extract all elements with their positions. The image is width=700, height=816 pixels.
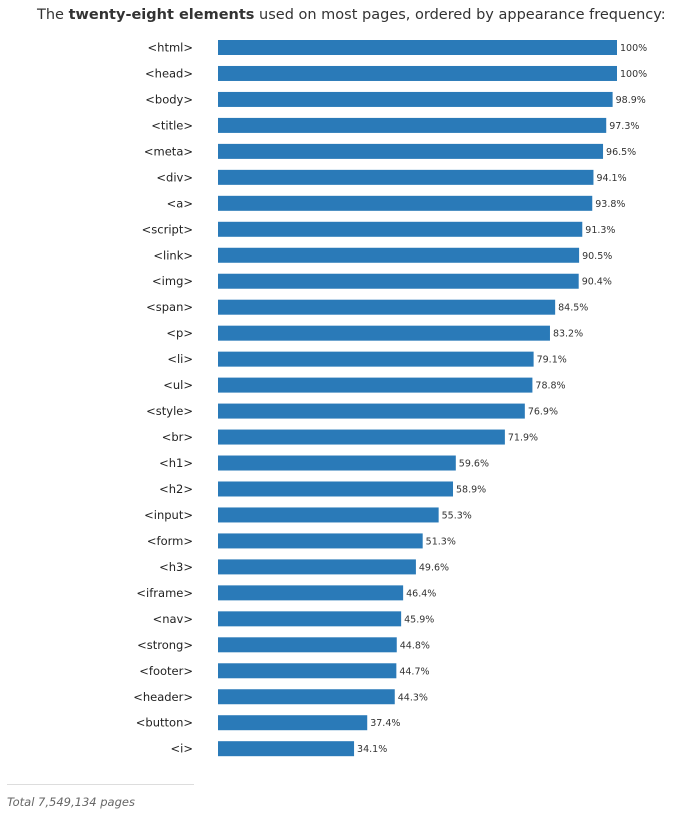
value-label-link: 90.5% xyxy=(582,251,612,262)
value-label-button: 37.4% xyxy=(370,718,400,729)
category-label-strong: <strong> xyxy=(137,638,193,652)
bar-meta xyxy=(218,143,604,159)
category-label-title: <title> xyxy=(151,118,193,132)
value-label-head: 100% xyxy=(620,69,647,80)
category-label-form: <form> xyxy=(147,534,193,548)
bar-footer xyxy=(218,663,397,679)
title-bold: twenty-eight elements xyxy=(68,7,255,23)
value-label-p: 83.2% xyxy=(553,329,583,340)
bar-head xyxy=(218,65,617,81)
bar-html xyxy=(218,40,617,55)
category-label-style: <style> xyxy=(146,404,193,418)
category-label-h3: <h3> xyxy=(159,560,193,574)
bar-chart: <html> 100% <head> 100% <body> 98.9% <title> 97… xyxy=(133,40,647,757)
category-label-nav: <nav> xyxy=(153,612,193,626)
category-label-head: <head> xyxy=(145,66,193,80)
value-label-span: 84.5% xyxy=(558,303,588,314)
value-label-nav: 45.9% xyxy=(404,614,434,625)
bar-body xyxy=(218,91,613,107)
value-label-body: 98.9% xyxy=(616,95,646,106)
category-label-body: <body> xyxy=(145,92,193,106)
category-label-h2: <h2> xyxy=(159,482,193,496)
category-label-ul: <ul> xyxy=(163,378,193,392)
category-label-button: <button> xyxy=(136,716,193,730)
value-label-style: 76.9% xyxy=(528,407,558,418)
value-label-div: 94.1% xyxy=(596,173,626,184)
category-label-p: <p> xyxy=(166,326,193,340)
bar-span xyxy=(218,299,556,315)
bar-button xyxy=(218,715,368,731)
category-label-i: <i> xyxy=(171,742,193,756)
value-label-h1: 59.6% xyxy=(459,459,489,470)
bar-link xyxy=(218,247,580,263)
category-label-img: <img> xyxy=(152,274,193,288)
bar-br xyxy=(218,429,505,445)
category-label-h1: <h1> xyxy=(159,456,193,470)
category-label-li: <li> xyxy=(167,352,193,366)
bar-div xyxy=(218,169,594,185)
category-label-span: <span> xyxy=(146,300,193,314)
bar-h3 xyxy=(218,559,416,575)
bar-ul xyxy=(218,377,533,393)
value-label-li: 79.1% xyxy=(537,355,567,366)
bar-form xyxy=(218,533,423,549)
category-label-meta: <meta> xyxy=(144,144,193,158)
value-label-h2: 58.9% xyxy=(456,484,486,495)
value-label-img: 90.4% xyxy=(582,277,612,288)
value-label-title: 97.3% xyxy=(609,121,639,132)
value-label-header: 44.3% xyxy=(398,692,428,703)
category-label-input: <input> xyxy=(144,508,193,522)
value-label-form: 51.3% xyxy=(426,536,456,547)
bar-style xyxy=(218,403,525,419)
total-pages-note: Total 7,549,134 pages xyxy=(7,795,135,809)
category-label-br: <br> xyxy=(162,430,193,444)
bar-li xyxy=(218,351,534,367)
bar-a xyxy=(218,195,593,211)
bar-h2 xyxy=(218,481,454,497)
bar-script xyxy=(218,221,583,237)
bar-title xyxy=(218,117,607,133)
bar-p xyxy=(218,325,550,341)
bar-i xyxy=(218,741,355,757)
chart-title: The twenty-eight elements used on most p… xyxy=(37,5,666,25)
footer-divider xyxy=(7,784,194,785)
category-label-div: <div> xyxy=(156,170,193,184)
value-label-a: 93.8% xyxy=(595,199,625,210)
value-label-i: 34.1% xyxy=(357,744,387,755)
value-label-script: 91.3% xyxy=(585,225,615,236)
bar-input xyxy=(218,507,439,523)
bar-header xyxy=(218,689,395,705)
bar-h1 xyxy=(218,455,456,471)
value-label-h3: 49.6% xyxy=(419,562,449,573)
value-label-input: 55.3% xyxy=(442,510,472,521)
bar-nav xyxy=(218,611,402,627)
category-label-script: <script> xyxy=(142,222,193,236)
category-label-a: <a> xyxy=(167,196,193,210)
value-label-html: 100% xyxy=(620,43,647,54)
title-prefix: The xyxy=(37,7,69,23)
bar-img xyxy=(218,273,579,289)
bar-iframe xyxy=(218,585,404,601)
value-label-br: 71.9% xyxy=(508,433,538,444)
value-label-footer: 44.7% xyxy=(399,666,429,677)
value-label-ul: 78.8% xyxy=(535,381,565,392)
category-label-link: <link> xyxy=(153,248,193,262)
category-label-footer: <footer> xyxy=(139,664,193,678)
title-suffix: used on most pages, ordered by appearanc… xyxy=(254,7,666,23)
value-label-meta: 96.5% xyxy=(606,147,636,158)
bar-strong xyxy=(218,637,397,653)
category-label-header: <header> xyxy=(133,690,193,704)
value-label-iframe: 46.4% xyxy=(406,588,436,599)
category-label-html: <html> xyxy=(148,41,193,55)
category-label-iframe: <iframe> xyxy=(136,586,193,600)
value-label-strong: 44.8% xyxy=(400,640,430,651)
